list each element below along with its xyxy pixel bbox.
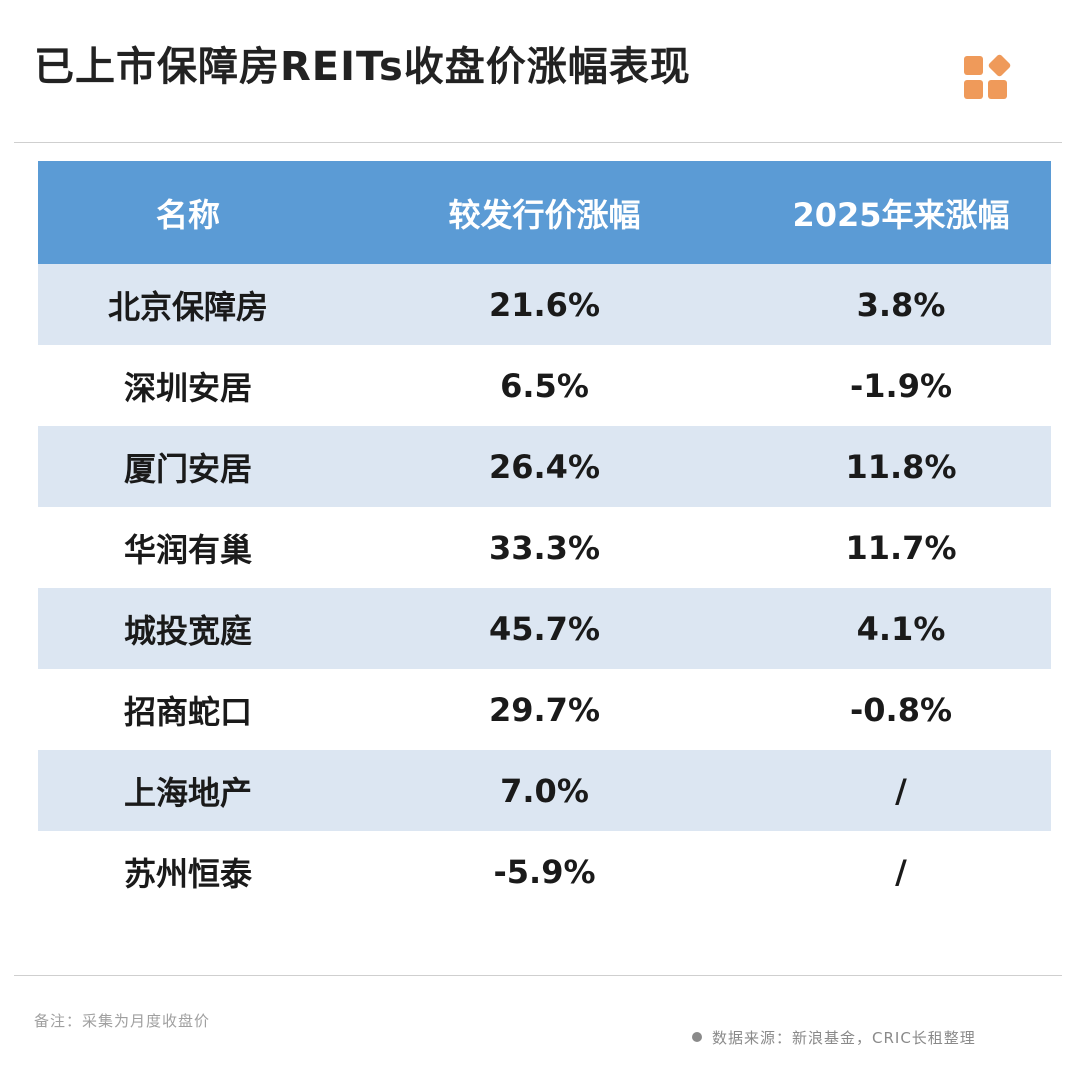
footnote: 备注：采集为月度收盘价 bbox=[34, 1012, 211, 1030]
table-row: 深圳安居 6.5% -1.9% bbox=[38, 345, 1051, 426]
data-source: 数据来源：新浪基金，CRIC长租整理 bbox=[692, 1027, 976, 1048]
cell-ytd-2025: / bbox=[751, 750, 1051, 831]
cell-since-issue: 6.5% bbox=[500, 366, 589, 405]
cell-ytd-2025: -1.9% bbox=[849, 366, 953, 405]
cell-since-issue: 26.4% bbox=[338, 426, 751, 507]
cell-ytd-2025: 4.1% bbox=[751, 588, 1051, 669]
cell-name: 深圳安居 bbox=[123, 368, 252, 407]
cell-since-issue: 29.7% bbox=[488, 690, 600, 729]
table-row: 城投宽庭 45.7% 4.1% bbox=[38, 588, 1051, 669]
table-row: 上海地产 7.0% / bbox=[38, 750, 1051, 831]
column-header-name: 名称 bbox=[38, 161, 338, 264]
column-header-ytd-2025: 2025年来涨幅 bbox=[751, 161, 1051, 264]
cell-name: 城投宽庭 bbox=[38, 588, 338, 669]
cell-name: 招商蛇口 bbox=[123, 692, 252, 731]
cell-since-issue: 7.0% bbox=[338, 750, 751, 831]
table-body: 北京保障房 21.6% 3.8% 深圳安居 6.5% -1.9% 厦门安居 26.4% 11.8… bbox=[38, 264, 1051, 912]
cell-name: 华润有巢 bbox=[123, 530, 252, 569]
chart-title: 已上市保障房REITs收盘价涨幅表现 bbox=[34, 44, 691, 90]
cell-ytd-2025: 3.8% bbox=[751, 264, 1051, 345]
table-row: 招商蛇口 29.7% -0.8% bbox=[38, 669, 1051, 750]
table-row: 厦门安居 26.4% 11.8% bbox=[38, 426, 1051, 507]
cell-since-issue: -5.9% bbox=[493, 852, 596, 891]
bottom-divider bbox=[14, 975, 1062, 976]
cell-name: 苏州恒泰 bbox=[123, 854, 252, 893]
cell-ytd-2025: -0.8% bbox=[849, 690, 953, 729]
table-row: 苏州恒泰 -5.9% / bbox=[38, 831, 1051, 912]
table-header-row: 名称 较发行价涨幅 2025年来涨幅 bbox=[38, 161, 1051, 264]
cell-name: 上海地产 bbox=[38, 750, 338, 831]
cell-name: 厦门安居 bbox=[38, 426, 338, 507]
column-header-since-issue: 较发行价涨幅 bbox=[338, 161, 751, 264]
reits-performance-table: 名称 较发行价涨幅 2025年来涨幅 北京保障房 21.6% 3.8% 深圳安居 6.5… bbox=[38, 161, 1051, 912]
cell-since-issue: 21.6% bbox=[338, 264, 751, 345]
data-source-text: 数据来源：新浪基金，CRIC长租整理 bbox=[712, 1029, 976, 1047]
cell-ytd-2025: / bbox=[895, 852, 907, 891]
cell-since-issue: 45.7% bbox=[338, 588, 751, 669]
bullet-dot-icon bbox=[692, 1032, 702, 1042]
cell-since-issue: 33.3% bbox=[488, 528, 600, 567]
cell-name: 北京保障房 bbox=[38, 264, 338, 345]
cell-ytd-2025: 11.8% bbox=[751, 426, 1051, 507]
cell-ytd-2025: 11.7% bbox=[845, 528, 957, 567]
table-row: 华润有巢 33.3% 11.7% bbox=[38, 507, 1051, 588]
four-square-logo-icon bbox=[964, 53, 1012, 104]
table-row: 北京保障房 21.6% 3.8% bbox=[38, 264, 1051, 345]
top-divider bbox=[14, 142, 1062, 143]
